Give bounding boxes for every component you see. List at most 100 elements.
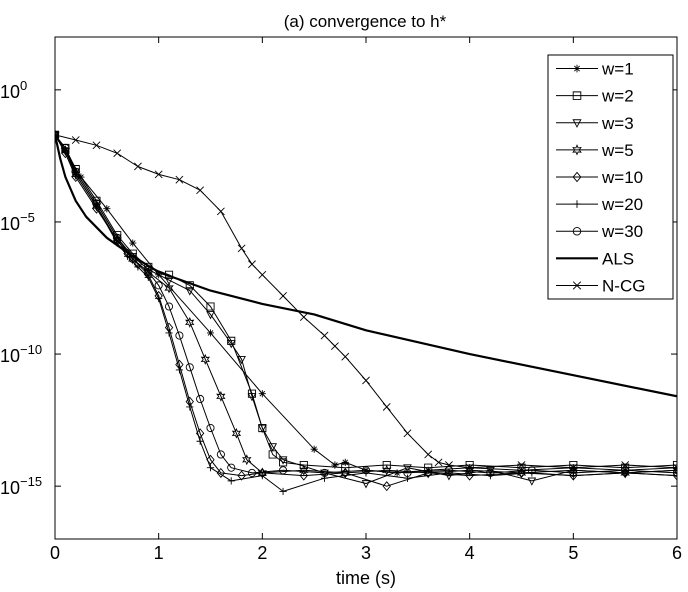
- data-point: [175, 366, 183, 374]
- data-point: [279, 487, 287, 496]
- legend-item-w-2: w=2: [556, 87, 634, 106]
- legend-item-w-1: w=1: [556, 60, 634, 79]
- y-tick-label: 100: [0, 78, 27, 102]
- data-point: [103, 205, 111, 213]
- series-w-10: [55, 129, 677, 492]
- data-point: [672, 464, 677, 476]
- data-point: [672, 470, 677, 481]
- data-point: [403, 429, 412, 438]
- data-point: [424, 466, 432, 474]
- data-point: [216, 207, 225, 216]
- data-point: [175, 175, 184, 184]
- data-point: [403, 468, 412, 477]
- data-point: [196, 186, 205, 195]
- data-point: [320, 331, 329, 340]
- data-point: [164, 276, 174, 286]
- data-point: [175, 331, 184, 340]
- data-point: [55, 130, 60, 139]
- legend-label: w=10: [601, 168, 643, 187]
- data-point: [434, 458, 443, 467]
- data-point: [403, 474, 412, 482]
- data-point: [206, 464, 215, 472]
- data-point: [341, 352, 350, 361]
- data-point: [206, 302, 215, 311]
- x-axis-label: time (s): [336, 568, 396, 588]
- data-point: [247, 468, 257, 477]
- data-point: [403, 464, 412, 473]
- x-tick-label: 6: [672, 543, 682, 563]
- legend-label: w=5: [601, 141, 634, 160]
- y-tick-label: 10−5: [0, 210, 35, 234]
- data-point: [445, 461, 453, 469]
- data-point: [320, 468, 329, 477]
- data-point: [242, 454, 252, 466]
- data-point: [55, 130, 59, 139]
- data-point: [113, 149, 122, 158]
- data-point: [258, 270, 267, 279]
- x-tick-label: 0: [50, 543, 60, 563]
- data-point: [299, 464, 309, 476]
- legend-label: w=20: [601, 195, 643, 214]
- data-point: [362, 376, 370, 385]
- data-point: [55, 129, 60, 141]
- series-n-cg: [55, 130, 677, 472]
- data-point: [527, 477, 537, 486]
- legend-label: ALS: [602, 249, 634, 268]
- data-point: [320, 474, 329, 482]
- legend-marker: [572, 226, 582, 236]
- data-point: [517, 461, 526, 469]
- data-point: [129, 239, 137, 247]
- data-point: [279, 466, 288, 475]
- data-point: [517, 466, 526, 474]
- data-point: [237, 356, 246, 365]
- data-point: [154, 170, 163, 179]
- data-point: [569, 470, 578, 481]
- data-point: [465, 463, 474, 472]
- data-point: [231, 427, 242, 439]
- data-point: [672, 460, 677, 470]
- legend-item-w-30: w=30: [556, 222, 643, 241]
- data-point: [247, 389, 257, 398]
- data-point: [320, 469, 329, 478]
- legend-marker: [573, 64, 581, 73]
- legend-marker: [572, 119, 582, 128]
- legend-marker: [573, 200, 581, 208]
- data-point: [206, 454, 215, 465]
- data-point: [382, 402, 391, 411]
- data-point: [621, 461, 630, 469]
- legend-label: N-CG: [602, 276, 645, 295]
- data-point: [216, 467, 226, 478]
- data-point: [185, 287, 195, 296]
- series-line-w-30: [55, 134, 677, 474]
- data-point: [92, 199, 101, 208]
- data-point: [257, 424, 267, 433]
- legend-label: w=30: [601, 222, 643, 241]
- x-tick-label: 2: [257, 543, 267, 563]
- chart-title: (a) convergence to h*: [284, 12, 447, 31]
- data-point: [268, 443, 278, 452]
- data-point: [258, 423, 267, 433]
- data-point: [361, 480, 371, 489]
- data-point: [673, 463, 677, 472]
- data-point: [258, 471, 266, 480]
- data-point: [331, 461, 339, 469]
- data-point: [71, 136, 80, 144]
- data-point: [486, 468, 495, 477]
- legend-item-w-20: w=20: [556, 195, 643, 214]
- legend-label: w=2: [601, 87, 634, 106]
- data-point: [206, 311, 215, 320]
- data-point: [206, 423, 215, 433]
- legend-marker: [572, 144, 582, 156]
- data-point: [216, 450, 225, 459]
- data-point: [134, 263, 142, 271]
- data-point: [279, 292, 287, 300]
- data-point: [247, 392, 257, 402]
- data-point: [382, 481, 391, 492]
- data-point: [248, 260, 256, 269]
- data-point: [144, 268, 153, 277]
- data-point: [382, 464, 392, 476]
- y-tick-label: 10−10: [0, 342, 42, 366]
- data-point: [196, 437, 204, 445]
- x-tick-label: 1: [154, 543, 164, 563]
